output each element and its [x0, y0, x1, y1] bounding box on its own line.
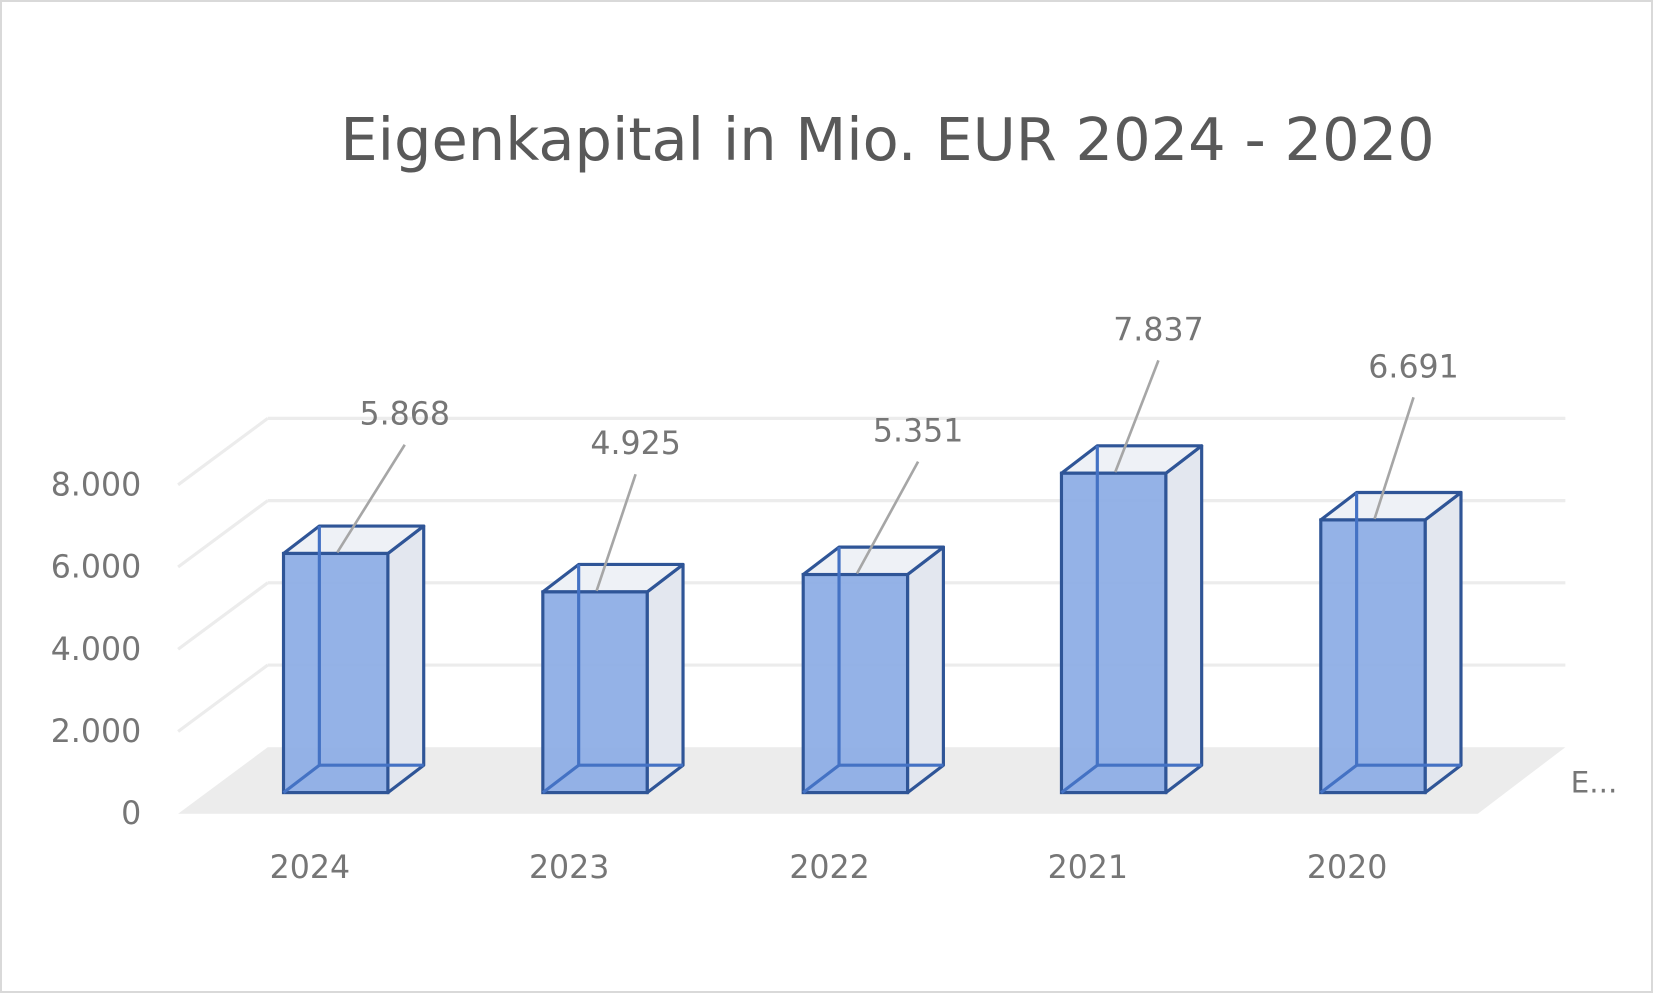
leader-line [1113, 359, 1160, 473]
gridline-side [177, 581, 269, 651]
y-tick-label: 0 [121, 796, 141, 832]
data-label: 6.691 [1368, 349, 1459, 385]
x-tick-label: 2020 [1307, 850, 1387, 886]
bar-back-edge [541, 763, 580, 794]
bar-side [645, 562, 685, 795]
bar [801, 572, 910, 795]
x-tick-label: 2021 [1048, 850, 1128, 886]
bar-3d [1319, 490, 1463, 795]
bar-back-edge [1319, 763, 1358, 794]
bar-3d [541, 562, 685, 795]
gridline-side [177, 417, 269, 487]
depth-axis-label: E... [1571, 766, 1618, 800]
bar-3d [801, 545, 945, 795]
data-label: 7.837 [1113, 312, 1204, 348]
bar-3d [1059, 444, 1204, 795]
bar-side [1164, 444, 1204, 795]
leader-line [855, 460, 920, 575]
leader-line [1373, 396, 1415, 520]
leader-line [336, 444, 406, 554]
gridline-side [177, 663, 269, 733]
x-tick-label: 2023 [529, 850, 609, 886]
y-tick-label: 8.000 [51, 467, 142, 503]
leader-line [595, 473, 637, 592]
bar [541, 590, 649, 795]
x-tick-label: 2022 [789, 850, 869, 886]
y-tick-label: 6.000 [51, 550, 142, 586]
bar-side [905, 545, 945, 795]
bar-back-edge [282, 763, 321, 794]
gridline-side [177, 499, 269, 569]
data-label: 5.868 [359, 397, 450, 433]
y-tick-label: 2.000 [51, 714, 142, 750]
bar-3d [281, 524, 426, 795]
y-tick-label: 4.000 [51, 632, 142, 668]
bar [281, 551, 390, 795]
data-label: 4.925 [590, 426, 681, 462]
chart-title: Eigenkapital in Mio. EUR 2024 - 2020 [340, 105, 1434, 174]
bar-side [386, 524, 426, 795]
bar [1059, 471, 1168, 795]
data-label: 5.351 [873, 414, 964, 450]
bar-back-edge [1060, 763, 1099, 794]
x-tick-label: 2024 [270, 850, 350, 886]
bar-back-edge [802, 763, 841, 794]
bar-side [1423, 490, 1463, 795]
bar [1319, 518, 1427, 795]
